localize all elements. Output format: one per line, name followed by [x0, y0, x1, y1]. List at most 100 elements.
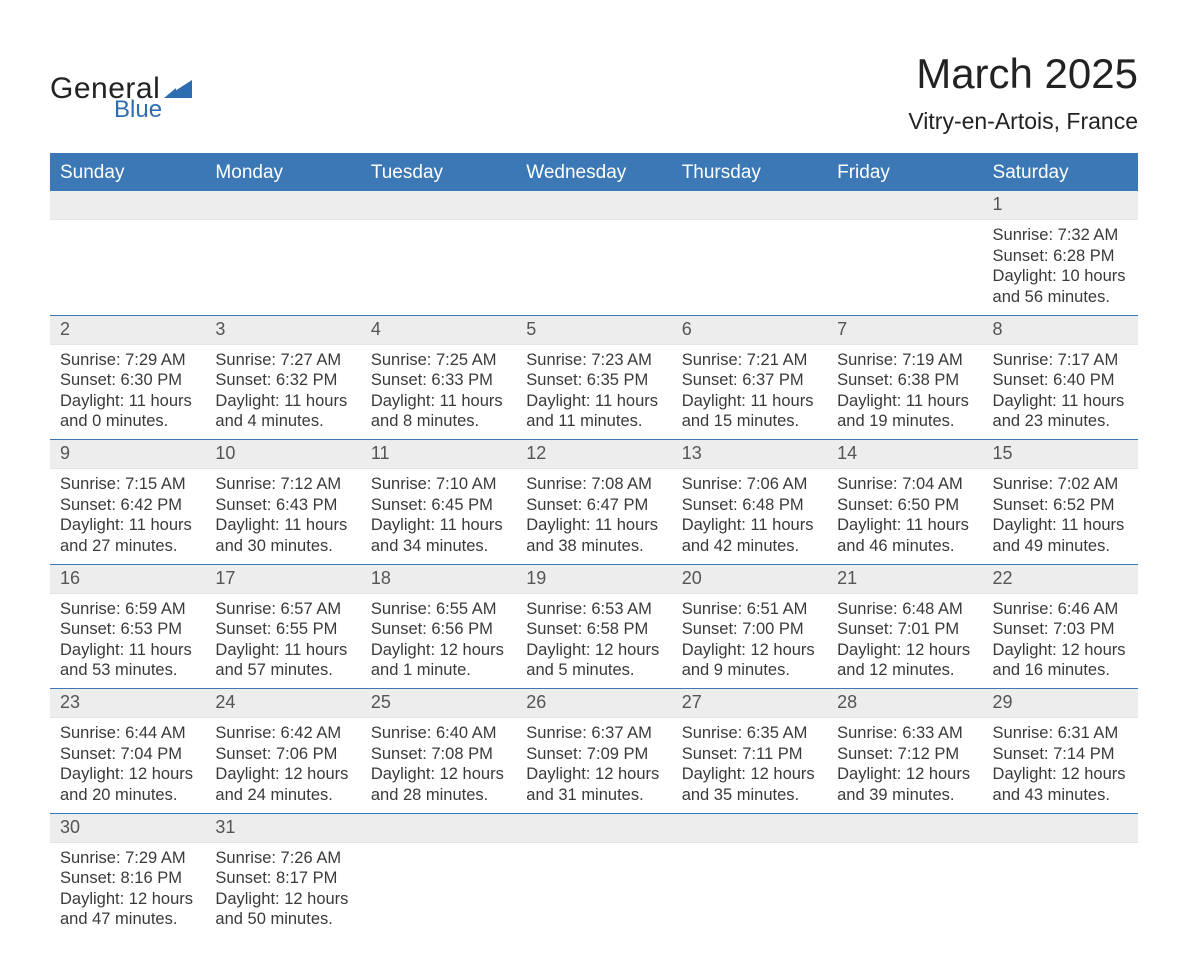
weekday-saturday: Saturday — [983, 156, 1138, 191]
sunrise-text: Sunrise: 6:42 AM — [215, 723, 350, 744]
day-number — [827, 191, 982, 220]
daylight-line2: and 0 minutes. — [60, 411, 195, 432]
daylight-line2: and 12 minutes. — [837, 660, 972, 681]
sunrise-text: Sunrise: 6:31 AM — [993, 723, 1128, 744]
sunrise-text: Sunrise: 6:53 AM — [526, 599, 661, 620]
day-cell: 24Sunrise: 6:42 AMSunset: 7:06 PMDayligh… — [205, 689, 360, 813]
daylight-line1: Daylight: 11 hours — [526, 391, 661, 412]
sunrise-text: Sunrise: 7:32 AM — [993, 225, 1128, 246]
month-title: March 2025 — [908, 50, 1138, 98]
daylight-line2: and 57 minutes. — [215, 660, 350, 681]
daylight-line2: and 24 minutes. — [215, 785, 350, 806]
sunrise-text: Sunrise: 6:46 AM — [993, 599, 1128, 620]
day-details: Sunrise: 6:59 AMSunset: 6:53 PMDaylight:… — [50, 594, 205, 689]
day-number: 12 — [516, 440, 671, 469]
day-number: 22 — [983, 565, 1138, 594]
day-cell: 3Sunrise: 7:27 AMSunset: 6:32 PMDaylight… — [205, 316, 360, 440]
day-cell: 19Sunrise: 6:53 AMSunset: 6:58 PMDayligh… — [516, 565, 671, 689]
daylight-line1: Daylight: 11 hours — [60, 640, 195, 661]
day-number: 2 — [50, 316, 205, 345]
daylight-line2: and 20 minutes. — [60, 785, 195, 806]
day-number: 10 — [205, 440, 360, 469]
day-details — [516, 220, 671, 302]
sunset-text: Sunset: 7:12 PM — [837, 744, 972, 765]
daylight-line2: and 5 minutes. — [526, 660, 661, 681]
sunset-text: Sunset: 7:11 PM — [682, 744, 817, 765]
daylight-line2: and 15 minutes. — [682, 411, 817, 432]
sunrise-text: Sunrise: 6:51 AM — [682, 599, 817, 620]
day-number: 15 — [983, 440, 1138, 469]
daylight-line1: Daylight: 11 hours — [993, 391, 1128, 412]
sunrise-text: Sunrise: 6:33 AM — [837, 723, 972, 744]
sunset-text: Sunset: 6:38 PM — [837, 370, 972, 391]
daylight-line2: and 1 minute. — [371, 660, 506, 681]
day-details: Sunrise: 6:42 AMSunset: 7:06 PMDaylight:… — [205, 718, 360, 813]
day-details: Sunrise: 6:33 AMSunset: 7:12 PMDaylight:… — [827, 718, 982, 813]
daylight-line1: Daylight: 11 hours — [215, 391, 350, 412]
day-details: Sunrise: 7:29 AMSunset: 8:16 PMDaylight:… — [50, 843, 205, 938]
day-details: Sunrise: 6:44 AMSunset: 7:04 PMDaylight:… — [50, 718, 205, 813]
day-cell-empty — [205, 191, 360, 315]
sunrise-text: Sunrise: 7:27 AM — [215, 350, 350, 371]
day-cell: 27Sunrise: 6:35 AMSunset: 7:11 PMDayligh… — [672, 689, 827, 813]
day-cell-empty — [361, 191, 516, 315]
daylight-line1: Daylight: 12 hours — [526, 764, 661, 785]
day-cell: 8Sunrise: 7:17 AMSunset: 6:40 PMDaylight… — [983, 316, 1138, 440]
day-details — [983, 843, 1138, 925]
day-details: Sunrise: 6:35 AMSunset: 7:11 PMDaylight:… — [672, 718, 827, 813]
day-cell: 22Sunrise: 6:46 AMSunset: 7:03 PMDayligh… — [983, 565, 1138, 689]
day-cell: 25Sunrise: 6:40 AMSunset: 7:08 PMDayligh… — [361, 689, 516, 813]
sunrise-text: Sunrise: 6:57 AM — [215, 599, 350, 620]
daylight-line1: Daylight: 12 hours — [526, 640, 661, 661]
day-details: Sunrise: 6:51 AMSunset: 7:00 PMDaylight:… — [672, 594, 827, 689]
day-cell: 9Sunrise: 7:15 AMSunset: 6:42 PMDaylight… — [50, 440, 205, 564]
daylight-line1: Daylight: 12 hours — [837, 764, 972, 785]
day-details: Sunrise: 7:06 AMSunset: 6:48 PMDaylight:… — [672, 469, 827, 564]
day-details — [672, 843, 827, 925]
weekday-friday: Friday — [827, 156, 982, 191]
daylight-line1: Daylight: 11 hours — [837, 391, 972, 412]
daylight-line2: and 47 minutes. — [60, 909, 195, 930]
daylight-line1: Daylight: 11 hours — [371, 515, 506, 536]
day-number: 20 — [672, 565, 827, 594]
sunset-text: Sunset: 8:16 PM — [60, 868, 195, 889]
week-row: 1Sunrise: 7:32 AMSunset: 6:28 PMDaylight… — [50, 191, 1138, 315]
weekday-header-row: Sunday Monday Tuesday Wednesday Thursday… — [50, 156, 1138, 191]
day-details: Sunrise: 7:32 AMSunset: 6:28 PMDaylight:… — [983, 220, 1138, 315]
daylight-line2: and 27 minutes. — [60, 536, 195, 557]
daylight-line1: Daylight: 11 hours — [60, 391, 195, 412]
week-row: 30Sunrise: 7:29 AMSunset: 8:16 PMDayligh… — [50, 813, 1138, 938]
sunset-text: Sunset: 6:48 PM — [682, 495, 817, 516]
day-details — [361, 220, 516, 302]
day-cell-empty — [983, 814, 1138, 938]
sunset-text: Sunset: 6:55 PM — [215, 619, 350, 640]
daylight-line1: Daylight: 11 hours — [60, 515, 195, 536]
day-cell-empty — [827, 191, 982, 315]
day-number: 16 — [50, 565, 205, 594]
day-number: 29 — [983, 689, 1138, 718]
daylight-line1: Daylight: 11 hours — [682, 391, 817, 412]
day-details: Sunrise: 6:57 AMSunset: 6:55 PMDaylight:… — [205, 594, 360, 689]
daylight-line1: Daylight: 12 hours — [682, 764, 817, 785]
daylight-line1: Daylight: 11 hours — [215, 640, 350, 661]
sunrise-text: Sunrise: 7:10 AM — [371, 474, 506, 495]
sunrise-text: Sunrise: 7:29 AM — [60, 350, 195, 371]
sunset-text: Sunset: 8:17 PM — [215, 868, 350, 889]
day-details — [361, 843, 516, 925]
day-cell: 30Sunrise: 7:29 AMSunset: 8:16 PMDayligh… — [50, 814, 205, 938]
day-details: Sunrise: 7:02 AMSunset: 6:52 PMDaylight:… — [983, 469, 1138, 564]
sunrise-text: Sunrise: 7:26 AM — [215, 848, 350, 869]
sunset-text: Sunset: 7:04 PM — [60, 744, 195, 765]
day-number — [983, 814, 1138, 843]
calendar-page: General Blue March 2025 Vitry-en-Artois,… — [0, 0, 1188, 977]
sunrise-text: Sunrise: 6:55 AM — [371, 599, 506, 620]
day-details: Sunrise: 6:46 AMSunset: 7:03 PMDaylight:… — [983, 594, 1138, 689]
sunset-text: Sunset: 7:08 PM — [371, 744, 506, 765]
day-cell: 15Sunrise: 7:02 AMSunset: 6:52 PMDayligh… — [983, 440, 1138, 564]
day-number: 7 — [827, 316, 982, 345]
day-details: Sunrise: 7:23 AMSunset: 6:35 PMDaylight:… — [516, 345, 671, 440]
header: General Blue March 2025 Vitry-en-Artois,… — [50, 50, 1138, 135]
weekday-tuesday: Tuesday — [361, 156, 516, 191]
sunset-text: Sunset: 6:45 PM — [371, 495, 506, 516]
daylight-line1: Daylight: 12 hours — [215, 764, 350, 785]
